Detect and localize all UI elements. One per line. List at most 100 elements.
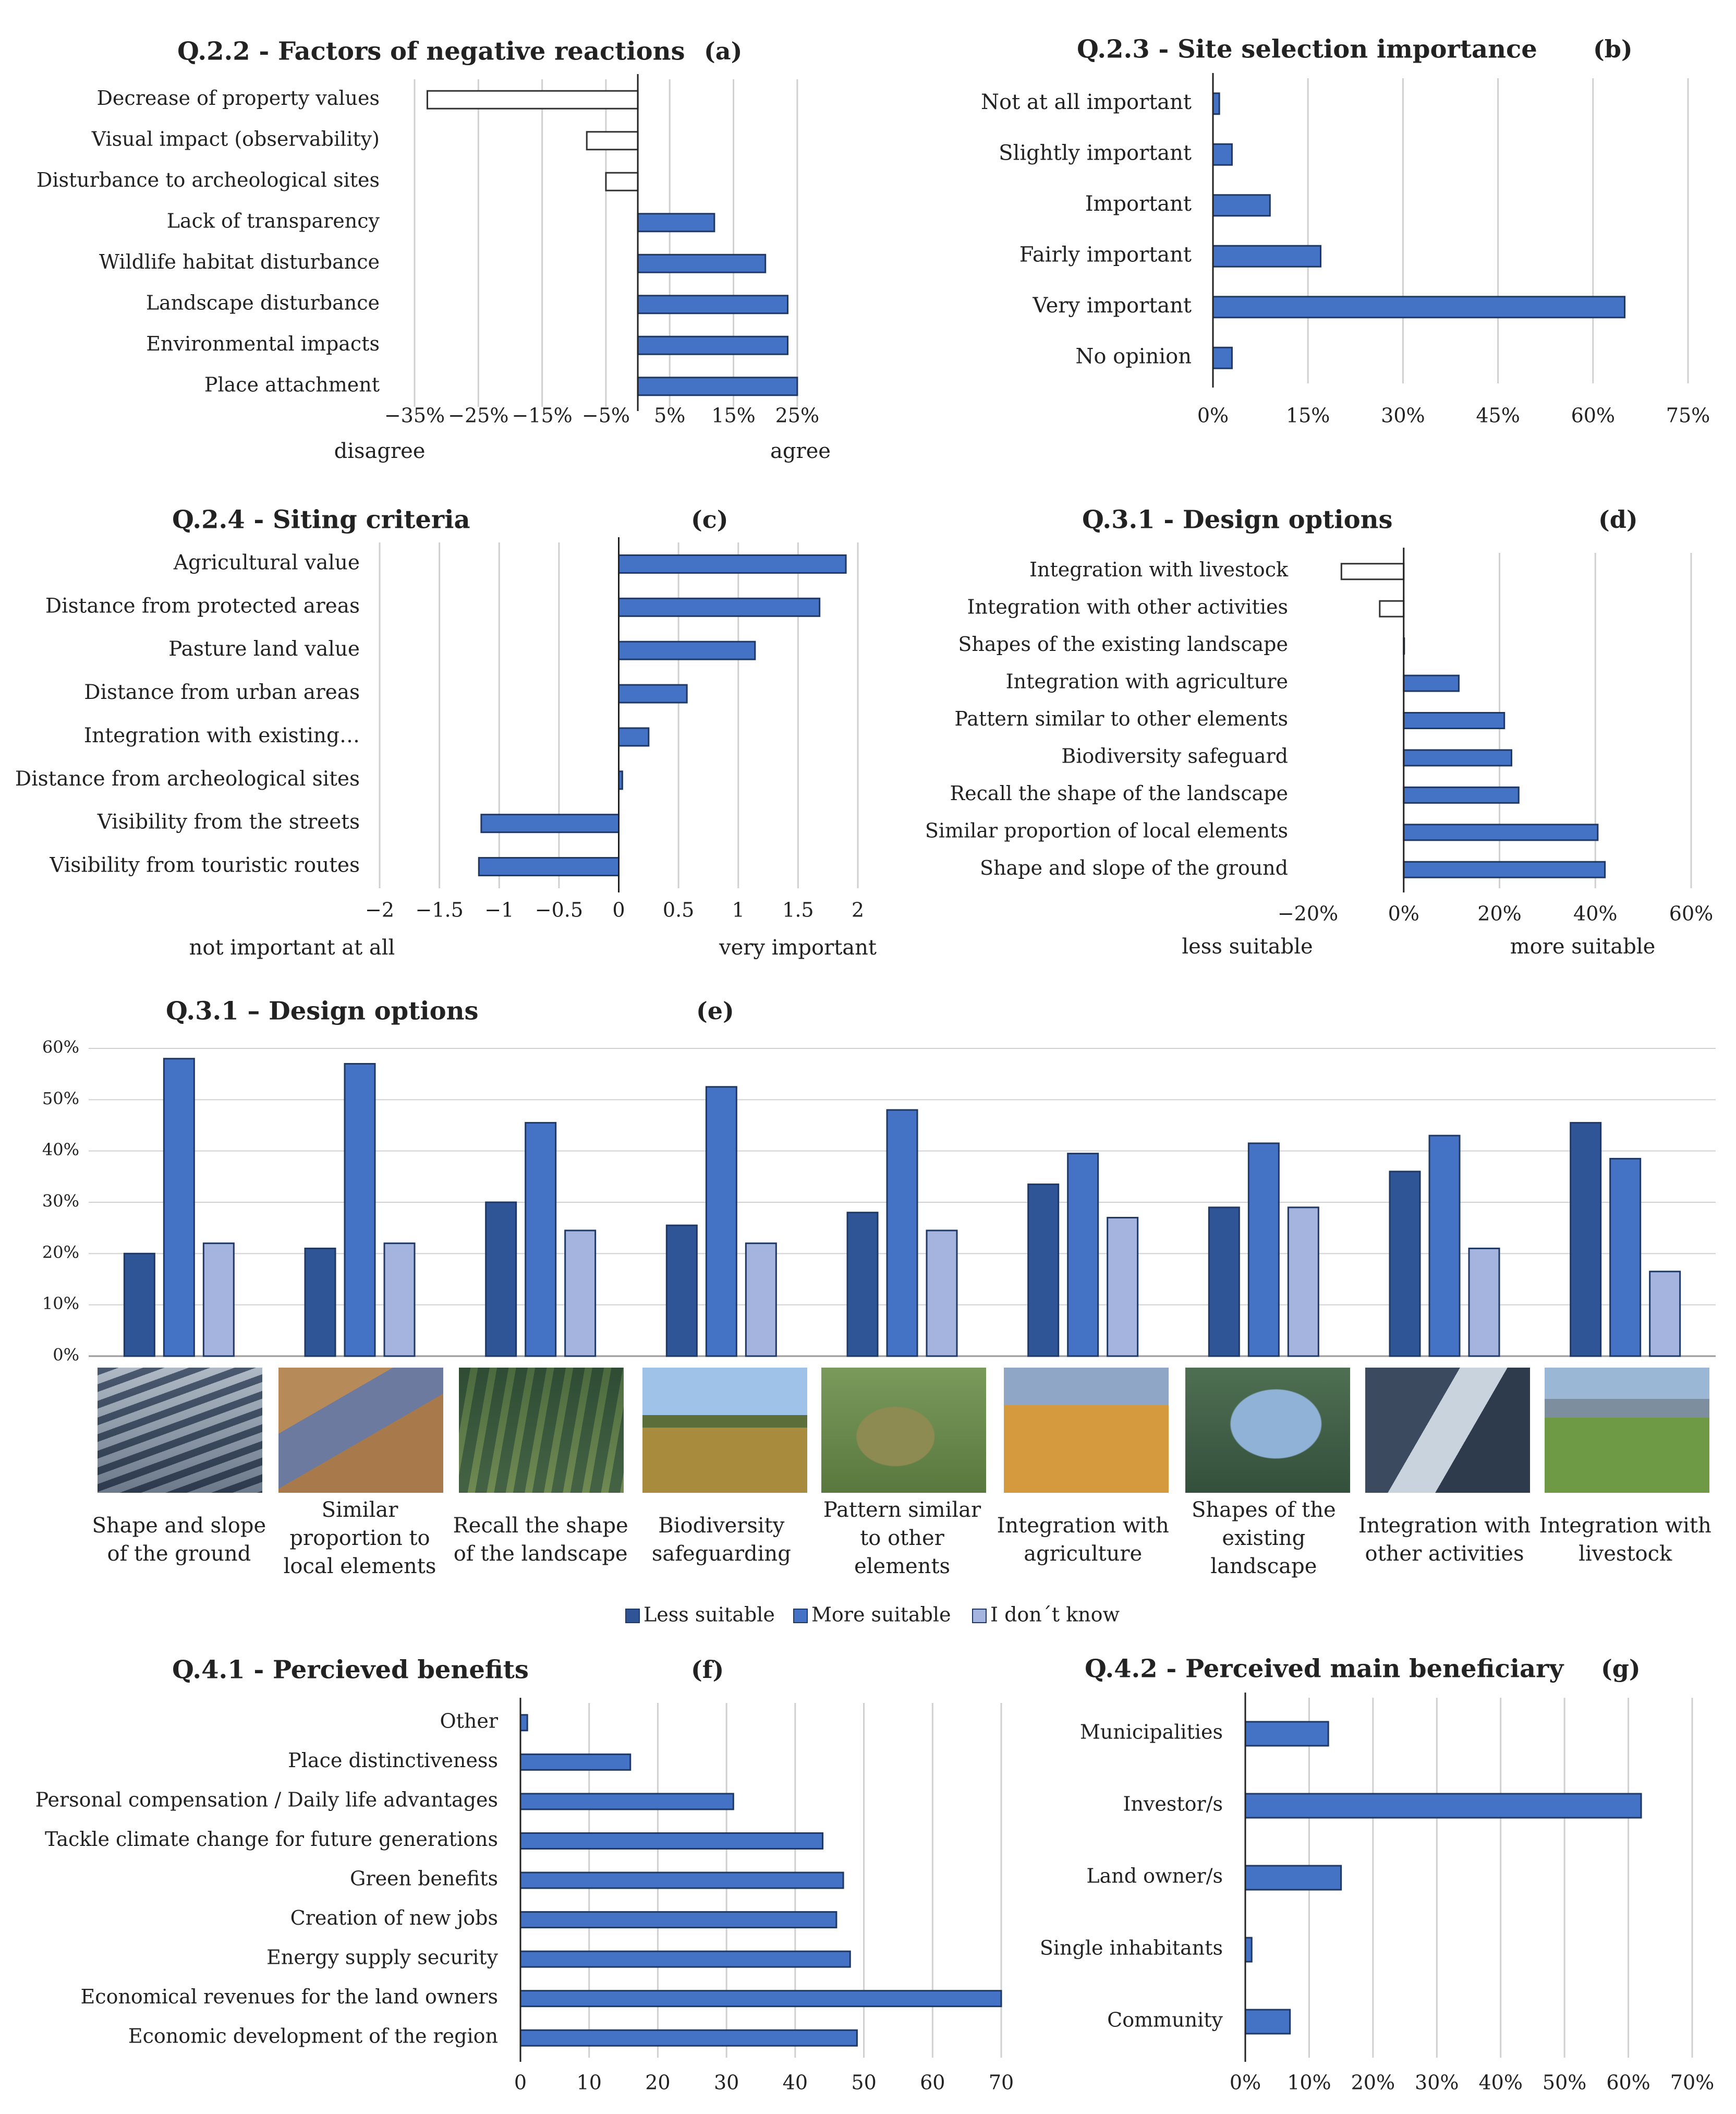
tick-label: 40 (783, 2071, 808, 2094)
axis-left-label: less suitable (1182, 935, 1313, 959)
bar (705, 1086, 737, 1357)
category-label: elements (854, 1554, 950, 1578)
bar (1403, 786, 1520, 804)
bar (519, 1714, 528, 1732)
panel-letter: (f) (691, 1656, 724, 1684)
category-label: Fairly important (1019, 243, 1192, 267)
photo-biodiversity (642, 1368, 807, 1493)
chart-g: Q.4.2 - Perceived main beneficiary (g) 0% 1… (1040, 1654, 1714, 2094)
bar (519, 1911, 837, 1929)
tick-label: 20% (42, 1242, 79, 1262)
chart-title: Q.2.4 - Siting criteria (172, 505, 470, 535)
bar (586, 131, 639, 151)
tick-label: 10% (1287, 2071, 1331, 2094)
bar (846, 1212, 879, 1357)
bar (1468, 1248, 1500, 1357)
category-label: Shapes of the existing landscape (958, 633, 1288, 656)
tick-label: 60% (42, 1037, 79, 1057)
bar (123, 1252, 155, 1357)
bar (1212, 92, 1220, 115)
bar (1403, 861, 1606, 878)
tick-label: 70% (1670, 2071, 1714, 2094)
tick-label: 30 (714, 2071, 739, 2094)
chart-title: Q.2.3 - Site selection importance (1077, 35, 1537, 64)
bar (478, 857, 620, 877)
category-label: Biodiversity (658, 1514, 784, 1538)
bar (1287, 1206, 1319, 1357)
bar (519, 2029, 858, 2047)
bar (1403, 824, 1599, 841)
tick-label: 0% (1197, 404, 1229, 427)
tick-label: 5% (654, 404, 685, 427)
category-label: Very important (1032, 294, 1192, 318)
bar (637, 335, 788, 355)
tick-label: 75% (1666, 404, 1710, 427)
bar (618, 684, 688, 704)
category-label: Visual impact (observability) (91, 127, 380, 150)
bar (665, 1224, 698, 1357)
tick-label: −2 (365, 899, 394, 922)
axis-left-label: not important at all (189, 936, 395, 960)
tick-label: 30% (1381, 404, 1425, 427)
category-label: Economic development of the region (128, 2025, 498, 2048)
category-label: Lack of transparency (167, 209, 380, 232)
bar (1340, 563, 1405, 581)
category-label: existing (1222, 1526, 1305, 1550)
bar (1212, 194, 1271, 217)
axis-right-label: agree (770, 439, 831, 463)
legend-swatch (972, 1609, 987, 1623)
photo-recall-shape (459, 1368, 624, 1493)
bar (637, 295, 788, 315)
category-label: Distance from protected areas (45, 594, 360, 618)
category-label: other activities (1365, 1542, 1524, 1566)
bar (1379, 600, 1405, 618)
bar (1649, 1271, 1681, 1357)
tick-label: 0 (514, 2071, 527, 2094)
bar (618, 641, 756, 660)
chart-d: Q.3.1 - Design options (d) −20% 0% 20% 40% 60%… (925, 505, 1713, 959)
chart-e: Q.3.1 – Design options (e) 0% 10% 20% 30% 40% 5… (42, 997, 1716, 1626)
tick-label: −25% (448, 404, 508, 427)
bar (304, 1248, 336, 1357)
axis-left-label: disagree (334, 439, 426, 463)
category-label: to other (860, 1526, 944, 1550)
legend-label: More suitable (811, 1603, 951, 1626)
bar (485, 1201, 517, 1357)
bar (519, 1753, 632, 1771)
bar (1244, 1865, 1342, 1891)
tick-label: 30% (1415, 2071, 1459, 2094)
category-label: Personal compensation / Daily life advan… (35, 1788, 498, 1811)
axis-right-label: more suitable (1510, 935, 1656, 959)
category-label: Not at all important (981, 90, 1192, 114)
tick-label: 40% (1478, 2071, 1522, 2094)
bar (519, 1793, 734, 1810)
bar (637, 377, 798, 396)
bar (1212, 346, 1233, 369)
bar (886, 1109, 918, 1357)
category-label: Place attachment (204, 373, 380, 396)
bar (1403, 674, 1460, 692)
bar (1570, 1122, 1602, 1357)
bar (926, 1229, 958, 1357)
category-label: Decrease of property values (96, 87, 380, 110)
legend-label: I don´t know (990, 1603, 1120, 1626)
category-label: Community (1107, 2009, 1223, 2032)
category-label: Shapes of the (1192, 1498, 1336, 1522)
photo-integration-agriculture (1004, 1368, 1169, 1493)
category-label: Shape and slope of the ground (980, 856, 1288, 879)
category-label: Recall the shape of the landscape (950, 782, 1288, 805)
tick-label: 50 (851, 2071, 876, 2094)
bar (1247, 1142, 1280, 1357)
bar (1244, 1937, 1253, 1963)
category-label: Distance from archeological sites (15, 767, 360, 791)
tick-label: 20% (1351, 2071, 1395, 2094)
tick-label: 1 (732, 899, 745, 922)
tick-label: 20 (645, 2071, 670, 2094)
category-label: Integration with existing… (84, 724, 360, 747)
tick-label: 0 (612, 899, 625, 922)
category-label: Pattern similar to other elements (954, 707, 1288, 730)
chart-title: Q.4.2 - Perceived main beneficiary (1085, 1654, 1564, 1684)
bar (383, 1242, 416, 1357)
tick-label: 60 (920, 2071, 945, 2094)
